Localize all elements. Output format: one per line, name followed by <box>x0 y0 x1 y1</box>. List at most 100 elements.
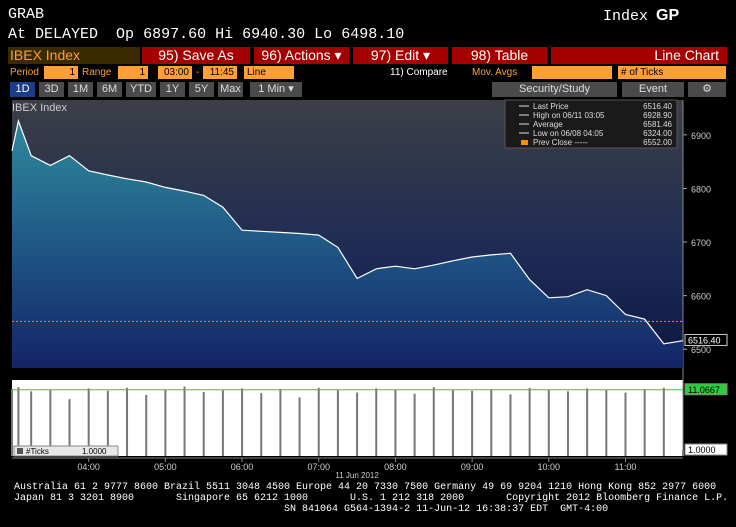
footer-line: Australia 61 2 9777 8600 Brazil 5511 304… <box>14 482 717 493</box>
y-tick-label: 6700 <box>691 238 711 248</box>
legend: Last Price 6516.40 High on 06/11 03:05 6928… <box>504 99 678 149</box>
label: - <box>196 67 200 78</box>
interval-label: 1 Min <box>258 83 286 95</box>
price-area <box>12 120 683 369</box>
input[interactable]: 1 <box>44 66 78 79</box>
tick-bar <box>221 390 224 456</box>
tick-bar <box>566 391 569 456</box>
tab[interactable]: 6M <box>97 82 122 97</box>
toolbar-button[interactable]: 98) Table <box>452 47 547 64</box>
x-tick-label: 11:00 <box>615 462 637 472</box>
interval[interactable]: 1 Min ▾ <box>250 82 302 97</box>
tab[interactable]: 1Y <box>160 82 185 97</box>
button-label: 96) Actions <box>261 47 331 63</box>
ticks-legend-label: #Ticks <box>26 447 49 456</box>
study-button[interactable]: Security/Study <box>492 82 617 97</box>
dropdown[interactable]: # of Ticks <box>618 66 726 79</box>
tick-bar <box>605 390 608 456</box>
last-price-tag <box>684 333 728 346</box>
tick-bar <box>682 450 684 456</box>
legend-swatch <box>521 140 528 145</box>
legend-label: Average <box>533 120 563 129</box>
tick-bar <box>68 399 71 456</box>
legend-value: 6581.46 <box>643 120 672 129</box>
input[interactable] <box>532 66 612 79</box>
label: Mov. Avgs <box>472 67 518 78</box>
tick-bar <box>471 390 474 456</box>
tab[interactable]: 1D <box>10 82 35 97</box>
tick-bar <box>547 389 550 456</box>
settings-button[interactable]: ⚙ <box>688 82 726 97</box>
toolbar-button[interactable]: 96) Actions ▾ <box>254 47 349 64</box>
x-tick-label: 09:00 <box>461 462 484 472</box>
tab[interactable]: YTD <box>126 82 156 97</box>
input[interactable]: 1 <box>118 66 148 79</box>
legend-value: 6928.90 <box>643 111 672 120</box>
tab[interactable]: Max <box>218 82 243 97</box>
security[interactable]: IBEX Index <box>8 47 140 64</box>
tick-bar <box>394 389 397 456</box>
low-label: Lo <box>314 26 333 43</box>
header-line: At DELAYED Op 6897.60 Hi 6940.30 Lo 6498… <box>8 26 404 43</box>
y-tick-label: 6600 <box>691 292 711 302</box>
legend-label: Low on 06/08 04:05 <box>533 129 604 138</box>
ticks-background <box>12 380 683 456</box>
dropdown[interactable]: Line <box>244 66 294 79</box>
tick-tag <box>684 443 728 456</box>
label: Period <box>10 67 39 78</box>
event-button[interactable]: Event <box>622 82 684 97</box>
open-label: Op <box>116 26 135 43</box>
tick-bar <box>17 387 20 456</box>
tick-bar <box>260 393 263 456</box>
legend-box <box>504 99 678 149</box>
ticks-legend-swatch <box>17 448 23 454</box>
tick-bar <box>317 387 320 456</box>
legend-value: 6516.40 <box>643 102 672 111</box>
input[interactable]: 03:00 <box>158 66 192 79</box>
tab[interactable]: 3D <box>39 82 64 97</box>
tick-bar <box>662 387 665 456</box>
input[interactable]: 11:45 <box>203 66 237 79</box>
x-tick-label: 04:00 <box>77 462 100 472</box>
tick-bar <box>375 388 378 456</box>
ticks-legend-value: 1.0000 <box>82 447 107 456</box>
ticker: GRAB <box>8 6 45 23</box>
ticks-legend-box <box>13 445 119 457</box>
legend-value: 6324.00 <box>643 129 672 138</box>
tick-bar <box>126 387 129 456</box>
high: 6940.30 <box>242 26 306 43</box>
high-label: Hi <box>215 26 234 43</box>
tick-bar <box>164 389 167 456</box>
y-tick-label: 6900 <box>691 131 711 141</box>
footer-line: Japan 81 3 3201 8900 Singapore 65 6212 1… <box>14 493 729 504</box>
footer-line: SN 841064 G564-1394-2 11-Jun-12 16:38:37… <box>14 504 609 515</box>
toolbar-button[interactable]: 97) Edit ▾ <box>353 47 448 64</box>
tick-bar <box>49 390 52 456</box>
button-label: 97) Edit <box>370 47 420 63</box>
open: 6897.60 <box>143 26 207 43</box>
low: 6498.10 <box>341 26 405 43</box>
y-tick-label: 6500 <box>691 345 711 355</box>
asset-class: Index <box>603 8 649 25</box>
tab[interactable]: 5Y <box>189 82 214 97</box>
function: GP <box>656 7 680 24</box>
date-label: 11 Jun 2012 <box>335 471 379 480</box>
tick-bar <box>528 387 531 456</box>
legend-label: High on 06/11 03:05 <box>533 111 605 120</box>
toolbar-button[interactable]: 95) Save As <box>142 47 250 64</box>
y-tick-label: 6800 <box>691 184 711 194</box>
legend-label: Last Price <box>533 102 569 111</box>
tab[interactable]: 1M <box>68 82 93 97</box>
y-tick-label: 11.0667 <box>688 385 720 395</box>
tick-bar <box>432 387 435 456</box>
y-tick-label: 1.0000 <box>688 445 716 455</box>
tick-bar <box>298 397 301 456</box>
chart-type[interactable]: Line Chart <box>551 47 727 64</box>
tick-bar <box>279 388 282 456</box>
last-price-label: 6516.40 <box>688 335 721 345</box>
x-tick-label: 10:00 <box>538 462 561 472</box>
tick-bar <box>241 388 244 456</box>
compare[interactable]: 11) Compare <box>390 67 448 78</box>
label: Range <box>82 67 112 78</box>
